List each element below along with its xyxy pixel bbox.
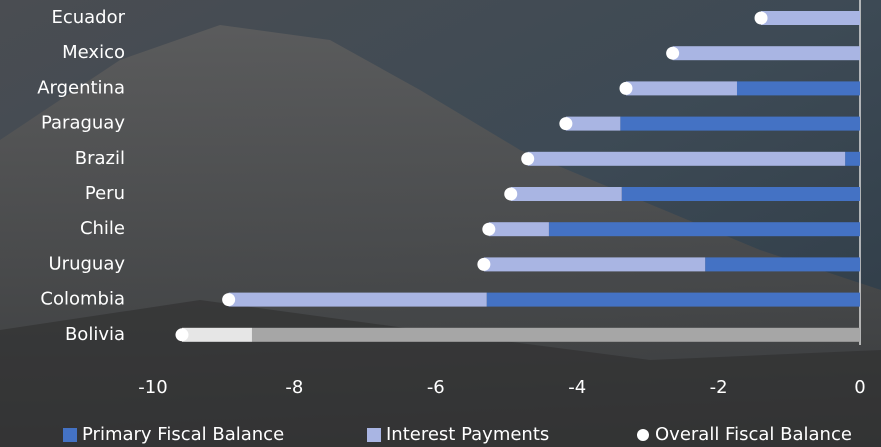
bar-segment: [625, 81, 737, 96]
legend-label: Overall Fiscal Balance: [655, 424, 852, 445]
legend-label: Primary Fiscal Balance: [82, 424, 284, 445]
bar-segment: [845, 151, 860, 166]
x-tick-label: -10: [138, 377, 167, 398]
overall-dot: [477, 257, 491, 271]
bar-segment: [181, 327, 252, 342]
x-tick-label: -8: [285, 377, 303, 398]
y-tick-label: Uruguay: [49, 253, 126, 274]
overall-dot: [666, 46, 680, 60]
overall-dot: [504, 187, 518, 201]
bar-segment: [761, 11, 860, 25]
bar-segment: [527, 151, 846, 166]
x-tick-label: -4: [568, 377, 586, 398]
overall-dot: [482, 222, 496, 236]
y-tick-label: Mexico: [62, 42, 125, 63]
bar-segment: [621, 187, 860, 201]
bar-segment: [705, 257, 860, 272]
bar-segment: [672, 46, 860, 61]
x-tick-label: 0: [854, 377, 865, 398]
y-tick-label: Argentina: [37, 77, 125, 98]
y-tick-label: Ecuador: [51, 7, 125, 28]
overall-dot: [222, 293, 236, 307]
bar-segment: [565, 116, 621, 131]
bar-segment: [548, 222, 860, 237]
bar-segment: [620, 116, 860, 131]
x-tick-label: -2: [710, 377, 728, 398]
overall-dot: [559, 117, 573, 131]
legend-label: Interest Payments: [386, 424, 549, 445]
y-tick-label: Colombia: [40, 289, 125, 310]
legend-swatch: [637, 429, 649, 441]
overall-dot: [619, 81, 633, 95]
y-tick-label: Peru: [85, 183, 125, 204]
bar-segment: [486, 292, 860, 307]
overall-dot: [754, 11, 768, 25]
y-tick-label: Paraguay: [41, 113, 125, 134]
overall-dot: [175, 328, 189, 342]
bar-segment: [488, 222, 549, 237]
legend-swatch: [367, 428, 381, 442]
y-tick-label: Chile: [80, 218, 125, 239]
x-tick-label: -6: [427, 377, 445, 398]
y-tick-label: Brazil: [75, 148, 125, 169]
overall-dot: [521, 152, 535, 166]
y-tick-label: Bolivia: [65, 324, 125, 345]
legend-swatch: [63, 428, 77, 442]
bar-segment: [483, 257, 706, 272]
bar-segment: [736, 81, 860, 96]
bar-segment: [228, 292, 487, 307]
bar-segment: [510, 187, 622, 201]
bar-segment: [251, 327, 861, 342]
